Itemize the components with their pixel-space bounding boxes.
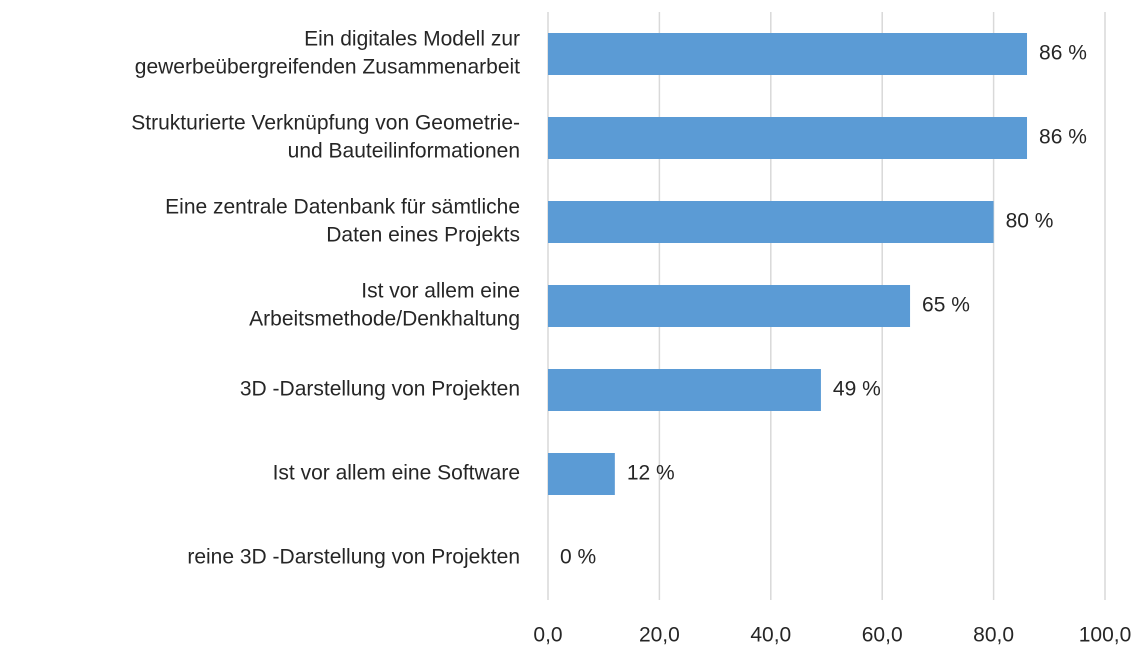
value-label: 86 % bbox=[1039, 126, 1087, 149]
x-tick-label: 0,0 bbox=[533, 624, 562, 647]
x-tick-label: 40,0 bbox=[750, 624, 791, 647]
x-tick-label: 60,0 bbox=[862, 624, 903, 647]
y-tick-label: Eine zentrale Datenbank für sämtliche bbox=[165, 196, 520, 219]
value-label: 80 % bbox=[1006, 210, 1054, 233]
value-label: 12 % bbox=[627, 462, 675, 485]
bar bbox=[548, 369, 821, 411]
y-tick-label: Ist vor allem eine Software bbox=[273, 462, 520, 485]
y-tick-label: Ein digitales Modell zur bbox=[304, 28, 520, 51]
bar bbox=[548, 201, 994, 243]
y-tick-label: Strukturierte Verknüpfung von Geometrie- bbox=[131, 112, 520, 135]
x-tick-label: 100,0 bbox=[1079, 624, 1132, 647]
bar bbox=[548, 33, 1028, 75]
bar bbox=[548, 117, 1028, 159]
y-tick-label: Ist vor allem eine bbox=[361, 280, 520, 303]
bar bbox=[548, 453, 615, 495]
y-tick-label: Arbeitsmethode/Denkhaltung bbox=[249, 308, 520, 331]
value-label: 0 % bbox=[560, 546, 596, 569]
y-tick-label: Daten eines Projekts bbox=[326, 224, 520, 247]
bar bbox=[548, 285, 911, 327]
value-label: 86 % bbox=[1039, 42, 1087, 65]
value-label: 65 % bbox=[922, 294, 970, 317]
y-tick-label: 3D -Darstellung von Projekten bbox=[240, 378, 520, 401]
y-tick-label: reine 3D -Darstellung von Projekten bbox=[187, 546, 520, 569]
y-tick-label: gewerbeübergreifenden Zusammenarbeit bbox=[135, 56, 520, 79]
value-label: 49 % bbox=[833, 378, 881, 401]
y-tick-label: und Bauteilinformationen bbox=[288, 140, 520, 163]
x-tick-label: 80,0 bbox=[973, 624, 1014, 647]
x-tick-label: 20,0 bbox=[639, 624, 680, 647]
